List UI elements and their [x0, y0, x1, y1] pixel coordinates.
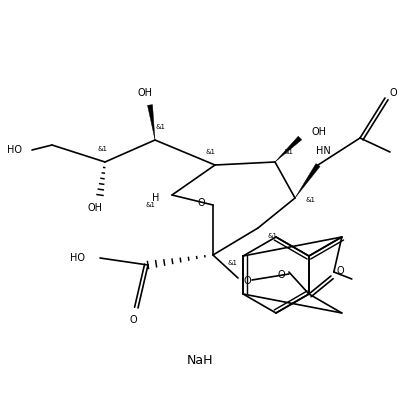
Polygon shape [275, 136, 302, 162]
Text: &1: &1 [155, 124, 165, 130]
Text: NaH: NaH [187, 353, 213, 366]
Text: HO: HO [7, 145, 22, 155]
Text: OH: OH [312, 127, 327, 137]
Text: O: O [389, 88, 397, 98]
Text: O: O [277, 270, 285, 280]
Text: &1: &1 [268, 233, 278, 239]
Text: O: O [197, 198, 205, 208]
Text: &1: &1 [97, 146, 107, 152]
Text: &1: &1 [283, 149, 293, 155]
Polygon shape [295, 164, 320, 198]
Text: O: O [129, 315, 137, 325]
Polygon shape [147, 105, 155, 140]
Text: &1: &1 [227, 260, 237, 266]
Text: HN: HN [315, 146, 330, 156]
Text: HO: HO [70, 253, 85, 263]
Text: OH: OH [88, 203, 103, 213]
Text: &1: &1 [145, 202, 155, 208]
Text: O: O [336, 266, 344, 276]
Text: &1: &1 [305, 197, 315, 203]
Text: H: H [152, 193, 160, 203]
Text: O: O [243, 276, 251, 286]
Text: OH: OH [138, 88, 153, 98]
Text: &1: &1 [205, 149, 215, 155]
